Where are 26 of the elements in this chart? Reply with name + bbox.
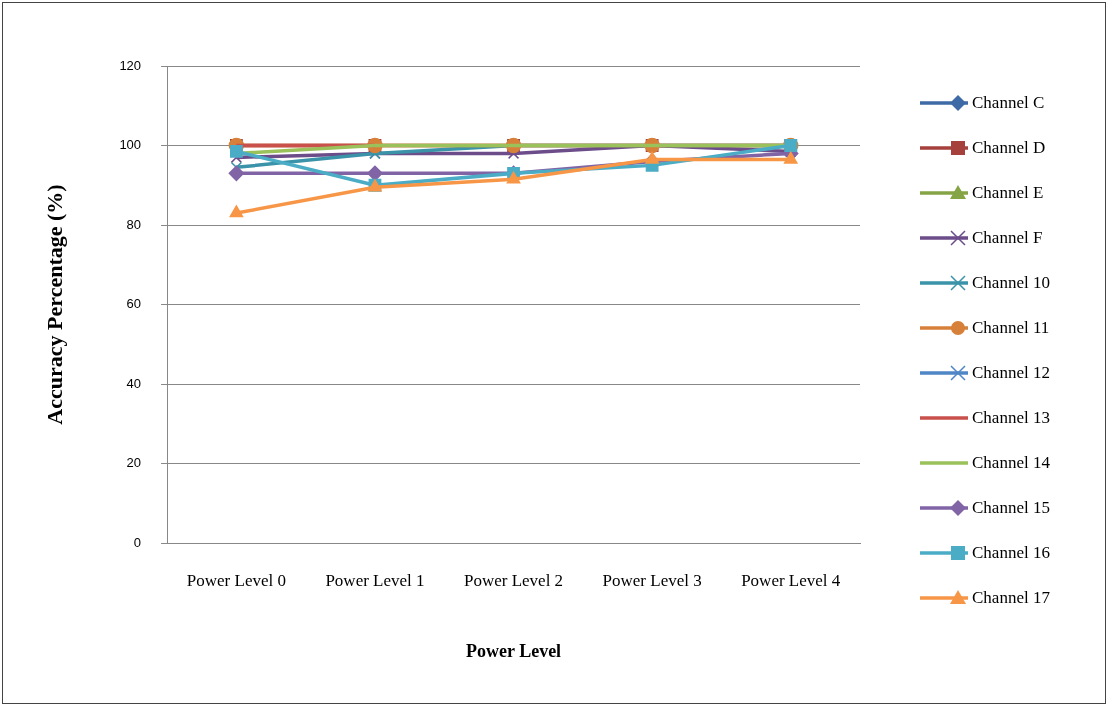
legend-label: Channel 13 xyxy=(972,407,1050,428)
legend-label: Channel 11 xyxy=(972,317,1050,338)
y-tick-label: 40 xyxy=(126,375,142,391)
legend-label: Channel D xyxy=(972,137,1046,158)
x-tick-label: Power Level 4 xyxy=(741,570,841,590)
y-tick-label: 120 xyxy=(119,57,142,73)
legend-label: Channel 17 xyxy=(972,587,1050,608)
legend-label: Channel F xyxy=(972,227,1043,248)
y-tick-label: 20 xyxy=(126,455,142,471)
y-tick-label: 100 xyxy=(119,137,142,153)
legend-label: Channel C xyxy=(972,92,1045,113)
x-tick-label: Power Level 3 xyxy=(602,570,702,590)
y-tick-label: 60 xyxy=(126,296,142,312)
y-axis-title: Accuracy Percentage (%) xyxy=(41,184,67,425)
x-tick-label: Power Level 0 xyxy=(186,570,286,590)
x-tick-label: Power Level 2 xyxy=(463,570,564,590)
legend-label: Channel 10 xyxy=(972,272,1050,293)
x-tick-label: Power Level 1 xyxy=(325,570,425,590)
legend-label: Channel 16 xyxy=(972,542,1050,563)
y-tick-label: 0 xyxy=(133,534,142,550)
legend-label: Channel 14 xyxy=(972,452,1050,473)
legend-label: Channel E xyxy=(972,182,1044,203)
legend-label: Channel 15 xyxy=(972,497,1050,518)
y-tick-label: 80 xyxy=(126,216,142,232)
legend-label: Channel 12 xyxy=(972,362,1050,383)
x-axis-title: Power Level xyxy=(465,640,562,661)
